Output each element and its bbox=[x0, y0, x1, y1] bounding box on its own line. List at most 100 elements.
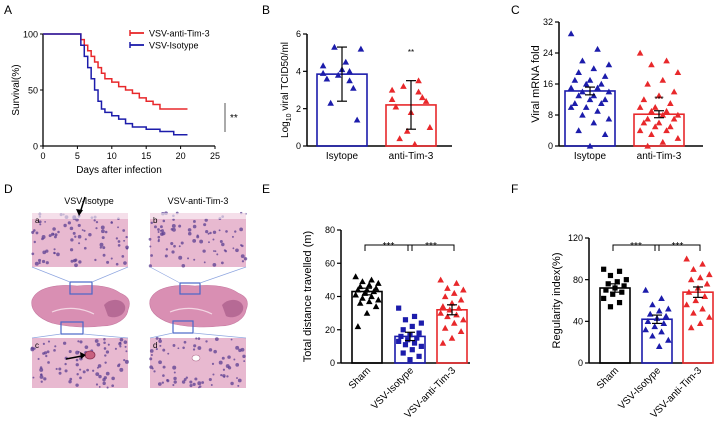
nucleus bbox=[205, 230, 209, 234]
nucleus bbox=[34, 261, 39, 266]
nucleus bbox=[149, 365, 153, 369]
nucleus bbox=[181, 380, 186, 384]
nucleus bbox=[170, 241, 174, 246]
data-point bbox=[690, 309, 697, 316]
data-point bbox=[398, 333, 404, 339]
data-point bbox=[687, 276, 695, 283]
data-point bbox=[699, 260, 706, 267]
data-point bbox=[575, 69, 582, 76]
nucleus bbox=[210, 383, 213, 386]
significance-label: *** bbox=[425, 241, 437, 252]
data-point bbox=[567, 84, 575, 91]
data-point bbox=[352, 291, 359, 298]
nucleus bbox=[149, 349, 154, 353]
y-tick-label: 16 bbox=[543, 79, 553, 89]
micrograph-d bbox=[149, 336, 246, 389]
nucleus bbox=[105, 350, 110, 354]
nucleus bbox=[102, 253, 106, 257]
data-point bbox=[400, 327, 406, 333]
nucleus bbox=[193, 344, 197, 348]
nucleus bbox=[33, 240, 36, 244]
nucleus bbox=[70, 259, 74, 263]
nucleus bbox=[99, 242, 104, 247]
data-point bbox=[683, 301, 690, 308]
data-point bbox=[594, 107, 601, 114]
nucleus bbox=[220, 374, 223, 377]
nucleus bbox=[106, 260, 110, 264]
data-point bbox=[441, 324, 449, 331]
nucleus bbox=[78, 242, 81, 245]
histology-panel: VSV-Isotype VSV-anti-Tim-3 a b c d bbox=[30, 196, 248, 389]
x-category-label: Isytope bbox=[574, 151, 607, 162]
data-point bbox=[414, 335, 420, 341]
nucleus bbox=[69, 226, 74, 231]
nucleus bbox=[117, 244, 121, 247]
nucleus bbox=[76, 373, 79, 376]
nucleus bbox=[54, 233, 58, 237]
micrograph-background bbox=[150, 338, 246, 388]
survival-chart: 0 50 100 0 5 10 15 20 25 Days after infection Surv… bbox=[11, 29, 238, 177]
nucleus bbox=[172, 227, 176, 232]
data-point bbox=[699, 305, 706, 312]
nucleus bbox=[124, 345, 127, 348]
data-point bbox=[352, 273, 359, 280]
nucleus bbox=[197, 346, 202, 350]
nucleus bbox=[35, 231, 39, 235]
x-category-label: Sham bbox=[347, 365, 373, 391]
nucleus bbox=[95, 227, 98, 230]
nucleus bbox=[162, 348, 166, 352]
nucleus bbox=[207, 232, 210, 235]
data-point bbox=[359, 278, 366, 285]
data-point bbox=[370, 288, 378, 295]
nucleus bbox=[235, 248, 239, 253]
data-point bbox=[418, 343, 424, 349]
y-tick-label: 0 bbox=[33, 142, 38, 152]
data-point bbox=[400, 82, 407, 89]
data-point bbox=[441, 293, 449, 300]
nucleus bbox=[223, 375, 226, 378]
nucleus bbox=[192, 220, 196, 223]
nucleus bbox=[69, 377, 73, 381]
nucleus bbox=[204, 218, 208, 222]
nucleus bbox=[213, 349, 217, 354]
significance-label: *** bbox=[383, 241, 395, 252]
data-point bbox=[670, 115, 678, 122]
nucleus bbox=[86, 368, 89, 372]
y-axis-label-main: Log bbox=[280, 121, 291, 138]
nucleus bbox=[77, 234, 82, 239]
lesion-spot bbox=[84, 350, 96, 360]
data-point bbox=[644, 318, 652, 324]
nucleus bbox=[79, 340, 83, 344]
data-point bbox=[658, 328, 665, 335]
nucleus bbox=[123, 239, 126, 242]
nucleus bbox=[192, 382, 196, 387]
nucleus bbox=[31, 230, 35, 234]
nucleus bbox=[240, 254, 245, 259]
x-category-label: Sham bbox=[595, 365, 621, 391]
y-axis-label-sub: 10 bbox=[286, 113, 293, 121]
nucleus bbox=[202, 249, 206, 253]
nucleus bbox=[165, 248, 169, 251]
data-point bbox=[655, 119, 663, 126]
nucleus bbox=[230, 338, 233, 341]
nucleus bbox=[178, 224, 182, 228]
data-point bbox=[422, 97, 430, 104]
nucleus bbox=[57, 230, 60, 234]
data-point bbox=[334, 71, 342, 78]
data-point bbox=[667, 123, 674, 130]
y-axis-label: Total distance travelled (m) bbox=[302, 231, 314, 362]
data-point bbox=[575, 92, 582, 99]
micrograph-background bbox=[32, 338, 128, 388]
nucleus bbox=[114, 347, 117, 350]
zoom-box bbox=[69, 281, 93, 295]
nucleus bbox=[77, 223, 81, 228]
x-category-label: anti-Tim-3 bbox=[637, 151, 682, 162]
data-point bbox=[579, 88, 586, 95]
data-point bbox=[409, 347, 415, 353]
data-point bbox=[696, 320, 704, 327]
nucleus bbox=[212, 238, 215, 241]
data-point bbox=[646, 310, 654, 317]
nucleus bbox=[161, 231, 166, 236]
data-point bbox=[319, 69, 327, 76]
nucleus bbox=[208, 377, 212, 382]
